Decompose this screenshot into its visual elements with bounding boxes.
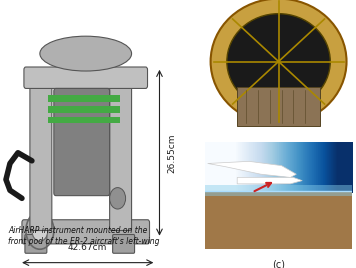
FancyBboxPatch shape xyxy=(54,88,110,196)
Bar xyxy=(48,95,120,102)
Text: 42.67cm: 42.67cm xyxy=(68,243,108,252)
FancyBboxPatch shape xyxy=(30,80,52,230)
Text: 26.55cm: 26.55cm xyxy=(167,133,177,173)
Circle shape xyxy=(32,220,48,241)
Bar xyxy=(48,117,120,123)
FancyBboxPatch shape xyxy=(110,80,132,230)
FancyBboxPatch shape xyxy=(112,234,135,253)
Circle shape xyxy=(227,14,330,109)
Text: AirHARP instrument mounted on the
front pod of the ER-2 aircraft's left-wing: AirHARP instrument mounted on the front … xyxy=(8,226,159,245)
Polygon shape xyxy=(237,177,302,184)
Bar xyxy=(205,185,352,196)
Circle shape xyxy=(211,0,346,124)
Ellipse shape xyxy=(40,36,132,71)
Circle shape xyxy=(110,188,126,209)
Text: (c): (c) xyxy=(272,260,285,268)
FancyBboxPatch shape xyxy=(25,234,47,253)
FancyBboxPatch shape xyxy=(24,67,147,88)
Bar xyxy=(237,87,320,126)
FancyBboxPatch shape xyxy=(22,220,150,244)
Polygon shape xyxy=(208,161,296,177)
Text: (b): (b) xyxy=(272,145,286,155)
Bar xyxy=(205,191,352,249)
Bar xyxy=(48,106,120,113)
